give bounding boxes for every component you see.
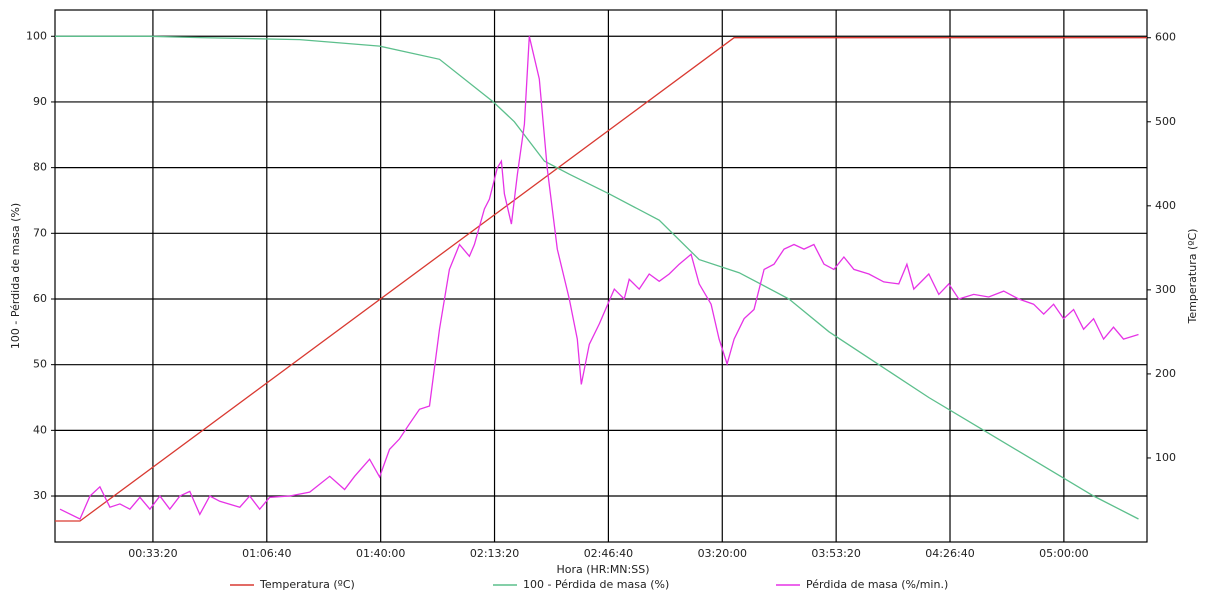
y-axis-title: 100 - Pérdida de masa (%) [9,203,22,349]
x-tick-label: 02:46:40 [584,547,633,560]
x-tick-label: 01:06:40 [242,547,291,560]
legend-label: 100 - Pérdida de masa (%) [523,578,669,591]
legend-label: Temperatura (ºC) [259,578,355,591]
x-tick-label: 02:13:20 [470,547,519,560]
legend-label: Pérdida de masa (%/min.) [806,578,948,591]
y2-tick-label: 100 [1155,451,1176,464]
y2-tick-label: 600 [1155,31,1176,44]
x-tick-label: 03:20:00 [698,547,747,560]
y-tick-label: 80 [33,161,47,174]
y-tick-label: 100 [26,29,47,42]
plot-frame [54,9,1148,543]
x-tick-label: 05:00:00 [1039,547,1088,560]
y2-tick-label: 200 [1155,367,1176,380]
y2-tick-label: 400 [1155,199,1176,212]
x-tick-label: 03:53:20 [811,547,860,560]
x-tick-label: 04:26:40 [925,547,974,560]
x-axis-title: Hora (HR:MN:SS) [556,563,649,576]
y-tick-label: 50 [33,358,47,371]
y-tick-label: 60 [33,292,47,305]
series-line [59,36,1139,520]
y2-tick-label: 500 [1155,115,1176,128]
x-tick-label: 01:40:00 [356,547,405,560]
series-line [55,35,1139,520]
y-tick-label: 30 [33,489,47,502]
x-tick-label: 00:33:20 [128,547,177,560]
y-tick-label: 70 [33,226,47,239]
y2-axis-title: Temperatura (ºC) [1186,229,1199,325]
y-tick-label: 40 [33,423,47,436]
series-line [55,37,1147,522]
y-tick-label: 90 [33,95,47,108]
y2-tick-label: 300 [1155,283,1176,296]
